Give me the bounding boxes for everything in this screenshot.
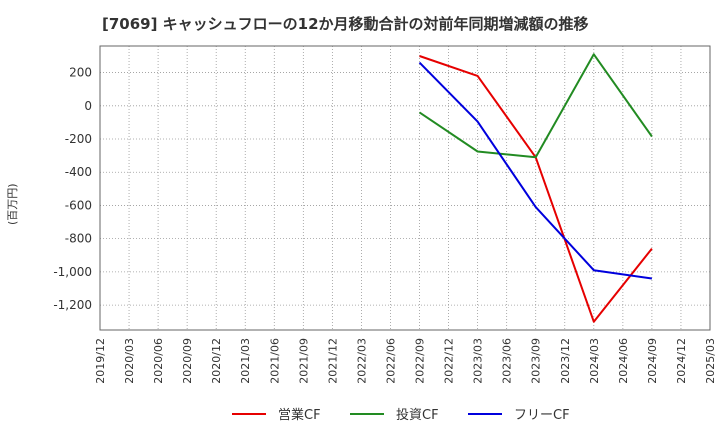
legend-label: 投資CF [396,408,439,423]
x-tick-label: 2022/09 [414,338,427,384]
x-tick-label: 2023/09 [530,338,543,384]
x-tick-label: 2023/12 [559,338,572,384]
x-tick-label: 2023/03 [472,338,485,384]
x-tick-label: 2019/12 [94,338,107,384]
x-tick-label: 2020/12 [210,338,223,384]
y-tick-label: -1,200 [53,298,92,312]
x-tick-label: 2021/06 [268,338,281,384]
x-tick-label: 2024/09 [646,338,659,384]
series-line-2 [418,61,653,280]
y-tick-label: 0 [84,99,92,113]
legend-item: 営業CF [232,404,321,423]
legend-label: フリーCF [514,408,570,423]
legend-swatch [350,412,384,415]
legend-swatch [468,412,502,415]
y-tick-label: -200 [65,132,92,146]
x-tick-label: 2025/03 [704,338,717,384]
legend-item: 投資CF [350,404,439,423]
x-tick-label: 2024/12 [675,338,688,384]
x-tick-label: 2023/06 [501,338,514,384]
x-tick-label: 2022/06 [384,338,397,384]
plot-border [99,45,711,331]
chart-title: [7069] キャッシュフローの12か月移動合計の対前年同期増減額の推移 [102,15,589,33]
legend: 営業CF 投資CF フリーCF [0,404,720,428]
x-tick-label: 2024/03 [588,338,601,384]
x-tick-label: 2022/12 [443,338,456,384]
plot-area [100,46,710,330]
x-tick-label: 2020/09 [181,338,194,384]
legend-label: 営業CF [278,408,321,423]
x-tick-label: 2020/06 [152,338,165,384]
x-tick-label: 2024/06 [617,338,630,384]
x-tick-label: 2020/03 [123,338,136,384]
legend-swatch [232,412,266,415]
y-tick-label: -800 [65,232,92,246]
x-tick-label: 2021/12 [326,338,339,384]
x-tick-label: 2021/03 [239,338,252,384]
series-line-1 [418,53,653,159]
y-tick-label: -600 [65,198,92,212]
legend-item: フリーCF [468,404,570,423]
y-tick-label: -400 [65,165,92,179]
x-tick-label: 2022/03 [355,338,368,384]
y-tick-label: 200 [69,66,92,80]
x-tick-label: 2021/09 [297,338,310,384]
y-tick-label: -1,000 [53,265,92,279]
